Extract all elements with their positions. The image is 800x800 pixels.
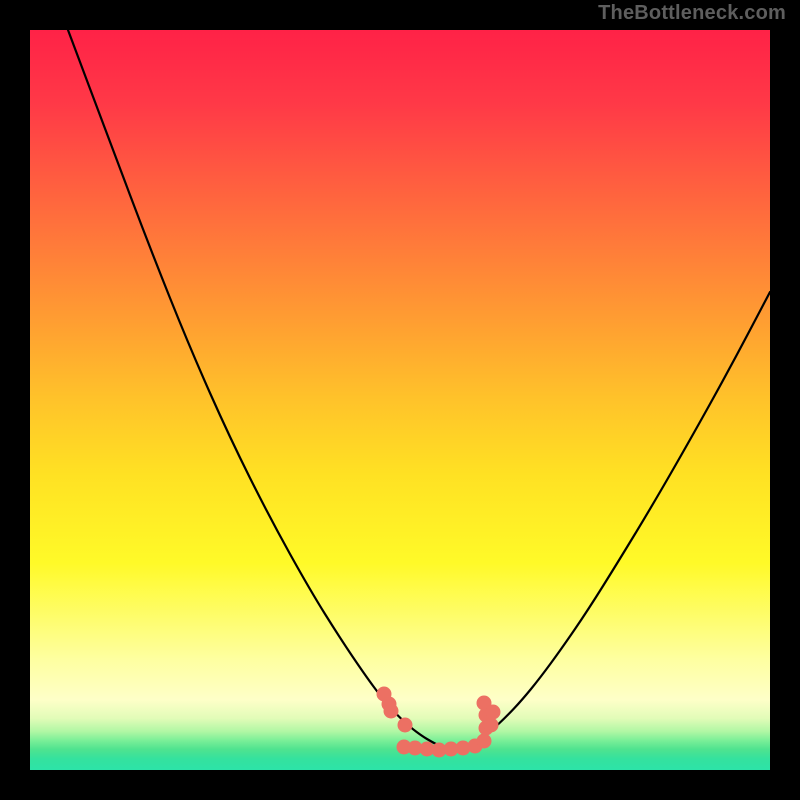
curve-marker	[398, 718, 413, 733]
plot-area	[30, 30, 770, 770]
curve-marker	[477, 734, 492, 749]
curve-marker	[486, 705, 501, 720]
curve-marker	[384, 704, 399, 719]
chart-background	[30, 30, 770, 770]
curve-marker	[484, 718, 499, 733]
attribution-text: TheBottleneck.com	[598, 2, 786, 25]
chart-container: TheBottleneck.com	[0, 0, 800, 800]
chart-svg	[30, 30, 770, 770]
